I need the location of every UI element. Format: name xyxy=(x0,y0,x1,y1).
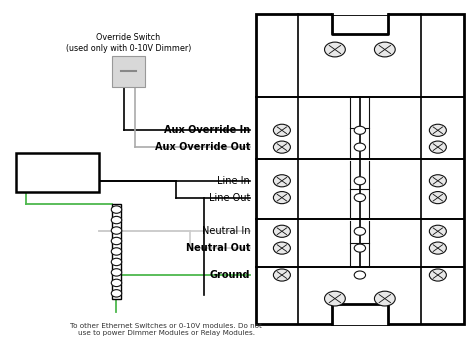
Circle shape xyxy=(273,192,291,204)
Circle shape xyxy=(111,258,122,266)
Circle shape xyxy=(354,177,365,185)
Circle shape xyxy=(354,143,365,151)
Circle shape xyxy=(354,227,365,235)
Circle shape xyxy=(354,244,365,252)
Circle shape xyxy=(354,271,365,279)
Circle shape xyxy=(111,237,122,245)
Circle shape xyxy=(273,225,291,237)
Circle shape xyxy=(111,269,122,276)
FancyBboxPatch shape xyxy=(112,55,145,87)
Circle shape xyxy=(429,269,447,281)
Text: To other Ethernet Switches or 0-10V modules. Do not
use to power Dimmer Modules : To other Ethernet Switches or 0-10V modu… xyxy=(70,323,262,336)
Circle shape xyxy=(354,126,365,134)
Circle shape xyxy=(374,291,395,306)
Circle shape xyxy=(429,124,447,136)
Text: Line Out: Line Out xyxy=(209,193,250,202)
Text: Aux Override Out: Aux Override Out xyxy=(155,142,250,152)
Bar xyxy=(112,204,121,298)
Bar xyxy=(331,323,388,325)
Circle shape xyxy=(429,175,447,187)
Circle shape xyxy=(429,225,447,237)
Bar xyxy=(331,13,388,15)
Circle shape xyxy=(273,124,291,136)
Bar xyxy=(16,153,99,192)
Text: Distribution
(breaker)
Panel: Distribution (breaker) Panel xyxy=(31,158,84,187)
Circle shape xyxy=(429,192,447,204)
Circle shape xyxy=(111,290,122,297)
Circle shape xyxy=(325,291,346,306)
Circle shape xyxy=(273,242,291,254)
Circle shape xyxy=(111,216,122,224)
Circle shape xyxy=(111,248,122,255)
Circle shape xyxy=(111,279,122,287)
Circle shape xyxy=(429,242,447,254)
Text: Neutral In: Neutral In xyxy=(202,226,250,236)
Circle shape xyxy=(273,141,291,153)
Circle shape xyxy=(374,42,395,57)
Text: Ground: Ground xyxy=(210,270,250,280)
Text: Override Switch
(used only with 0-10V Dimmer): Override Switch (used only with 0-10V Di… xyxy=(65,33,191,53)
Text: Line In: Line In xyxy=(218,176,250,186)
Circle shape xyxy=(273,269,291,281)
Text: Aux Override In: Aux Override In xyxy=(164,125,250,135)
Text: Neutral Out: Neutral Out xyxy=(186,243,250,253)
Circle shape xyxy=(325,42,346,57)
Bar xyxy=(256,14,464,324)
Circle shape xyxy=(111,227,122,234)
Circle shape xyxy=(354,194,365,202)
Circle shape xyxy=(429,141,447,153)
Circle shape xyxy=(111,206,122,213)
Circle shape xyxy=(273,175,291,187)
